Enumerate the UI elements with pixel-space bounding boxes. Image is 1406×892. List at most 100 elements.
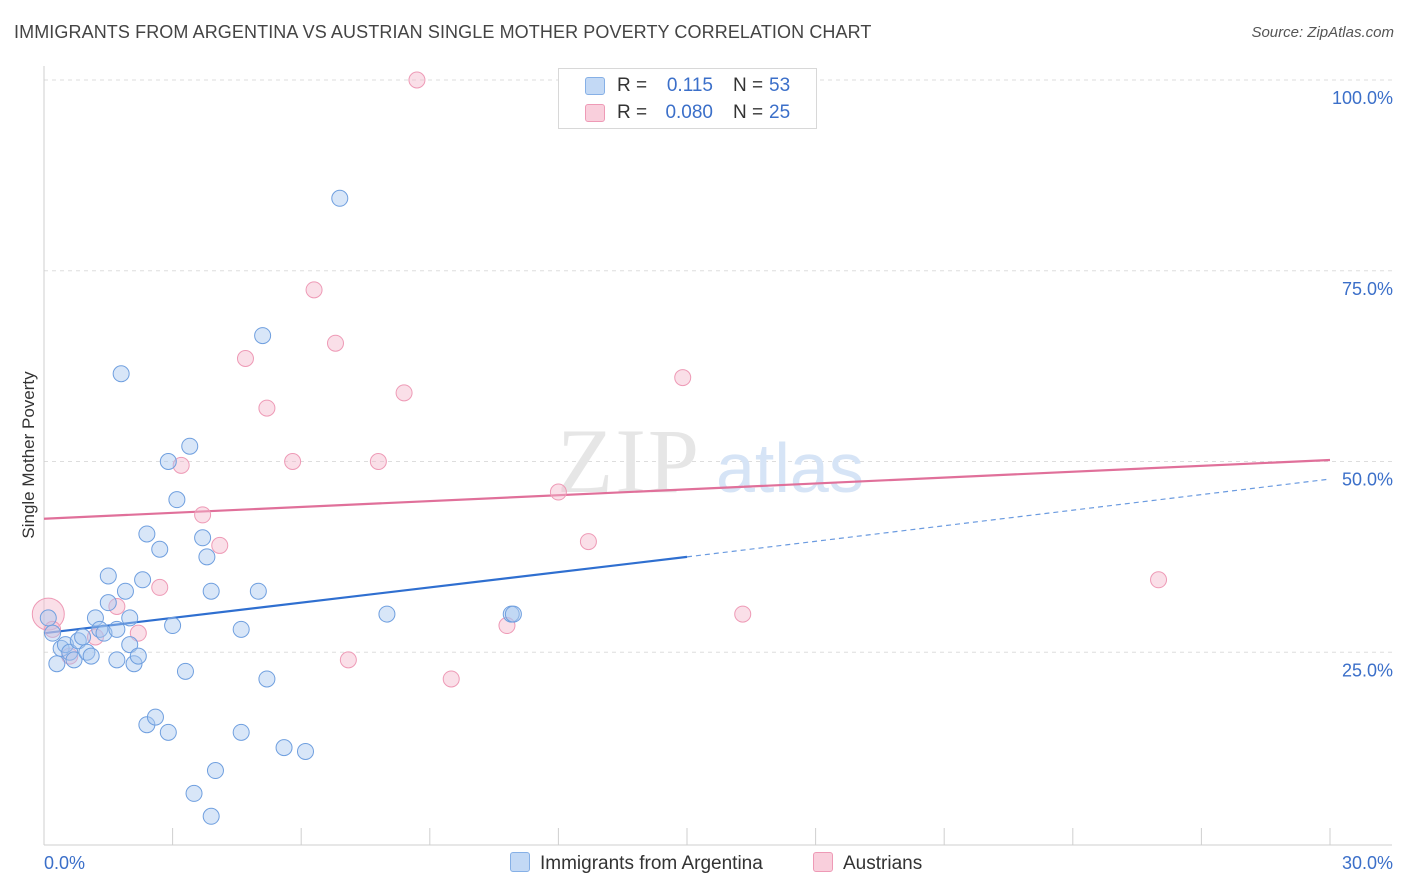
point-argentina <box>254 327 272 345</box>
point-austrians <box>194 506 212 524</box>
point-austrians <box>151 578 169 596</box>
point-austrians <box>44 620 62 638</box>
legend-r-value: 0.080 <box>665 102 713 123</box>
point-argentina <box>151 540 169 558</box>
point-austrians <box>326 334 344 352</box>
bottom-legend-swatch-argentina <box>510 852 530 872</box>
point-argentina <box>108 651 126 669</box>
source-credit: Source: ZipAtlas.com <box>1251 24 1394 41</box>
point-argentina <box>181 437 199 455</box>
point-argentina <box>206 762 224 780</box>
point-argentina <box>331 189 349 207</box>
legend-r-label: R = <box>617 75 648 96</box>
trend-line-argentina <box>43 555 688 635</box>
point-argentina <box>249 582 267 600</box>
x-tick-label: 30.0% <box>1342 853 1393 873</box>
point-argentina <box>74 628 92 646</box>
watermark-atlas: atlas <box>716 429 864 507</box>
watermark: ZIP atlas <box>557 410 864 512</box>
point-argentina <box>194 529 212 547</box>
legend-swatch-argentina <box>585 77 605 95</box>
legend-n-value: 53 <box>769 75 791 96</box>
point-argentina <box>202 582 220 600</box>
point-argentina <box>164 617 182 635</box>
point-argentina <box>65 651 83 669</box>
point-austrians <box>674 369 692 387</box>
point-austrians <box>339 651 357 669</box>
point-argentina <box>146 708 164 726</box>
point-argentina <box>48 655 66 673</box>
point-argentina <box>121 636 139 654</box>
legend-n-label: N = <box>733 102 764 123</box>
bottom-legend-label-argentina: Immigrants from Argentina <box>540 853 763 874</box>
legend: R = 0.115 N = 53 R = 0.080 N = 25 <box>558 68 817 129</box>
point-austrians <box>369 453 387 470</box>
trend-lines <box>43 458 1331 635</box>
point-austrians <box>108 597 126 615</box>
y-tick-label: 50.0% <box>1342 470 1393 490</box>
point-argentina <box>159 723 177 741</box>
x-tick-label: 0.0% <box>44 853 85 873</box>
point-austrians <box>236 349 254 367</box>
point-austrians <box>579 533 597 551</box>
point-austrians <box>1150 571 1168 589</box>
chart-title: IMMIGRANTS FROM ARGENTINA VS AUSTRIAN SI… <box>14 22 872 42</box>
bottom-legend-argentina: Immigrants from Argentina <box>510 852 763 875</box>
point-argentina <box>86 609 104 627</box>
grid-lines <box>44 79 1392 653</box>
point-argentina <box>296 742 314 760</box>
data-points <box>31 71 1168 825</box>
point-argentina <box>168 491 186 509</box>
point-argentina <box>202 807 220 825</box>
watermark-zip: ZIP <box>557 410 701 512</box>
legend-r-label: R = <box>617 102 648 123</box>
point-austrians <box>258 399 276 417</box>
point-argentina <box>185 784 203 802</box>
point-argentina <box>159 453 177 470</box>
point-argentina <box>121 609 139 627</box>
point-argentina <box>82 647 100 665</box>
point-argentina <box>99 567 117 585</box>
point-argentina <box>44 624 62 642</box>
legend-r-value: 0.115 <box>666 75 713 96</box>
point-argentina <box>232 723 250 741</box>
point-argentina <box>99 594 117 612</box>
point-argentina <box>39 609 57 627</box>
point-argentina <box>258 670 276 688</box>
point-austrians <box>284 453 302 470</box>
legend-n-label: N = <box>733 75 764 96</box>
legend-swatch-austrians <box>585 104 605 122</box>
point-austrians <box>129 624 147 642</box>
bottom-legend-swatch-austrians <box>813 852 833 872</box>
legend-n-value: 25 <box>769 102 791 123</box>
point-argentina <box>232 620 250 638</box>
point-austrians <box>395 384 413 402</box>
bottom-legend-austrians: Austrians <box>813 852 922 875</box>
point-argentina <box>198 548 216 566</box>
point-argentina <box>116 582 134 600</box>
bottom-legend-label-austrians: Austrians <box>843 853 923 874</box>
point-argentina <box>134 571 152 589</box>
y-axis-label: Single Mother Poverty <box>19 371 38 539</box>
point-argentina <box>95 624 113 642</box>
point-argentina <box>378 605 396 623</box>
trend-line-austrians <box>43 458 1331 520</box>
y-tick-label: 25.0% <box>1342 660 1393 680</box>
tick-labels: 25.0% 50.0% 75.0% 100.0% 0.0% 30.0% <box>44 88 1393 873</box>
point-argentina <box>275 739 293 757</box>
point-austrians <box>734 605 752 623</box>
point-austrians <box>211 536 229 554</box>
point-argentina <box>138 525 156 543</box>
point-austrians <box>172 456 190 474</box>
point-austrians <box>305 281 323 299</box>
point-austrians <box>549 483 567 501</box>
point-austrians <box>442 670 460 688</box>
axes <box>43 66 1392 846</box>
point-argentina <box>129 647 147 665</box>
y-tick-label: 75.0% <box>1342 279 1393 299</box>
point-argentina <box>176 662 194 680</box>
point-argentina <box>112 365 130 383</box>
point-austrians <box>408 71 426 89</box>
point-argentina <box>504 605 522 623</box>
